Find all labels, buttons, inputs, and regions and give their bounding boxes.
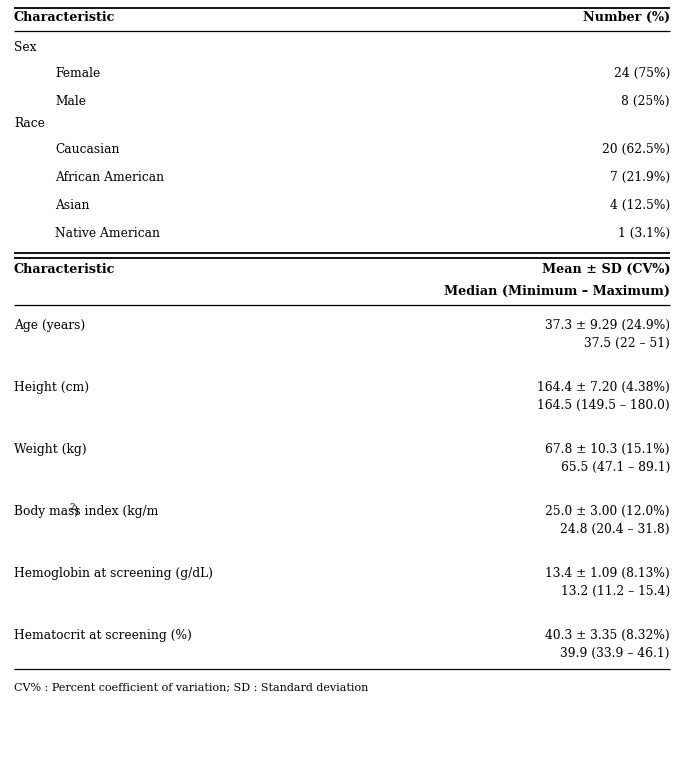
- Text: 37.5 (22 – 51): 37.5 (22 – 51): [584, 337, 670, 350]
- Text: 1 (3.1%): 1 (3.1%): [618, 227, 670, 240]
- Text: Body mass index (kg/m: Body mass index (kg/m: [14, 506, 159, 519]
- Text: Sex: Sex: [14, 41, 36, 54]
- Text: 8 (25%): 8 (25%): [621, 95, 670, 108]
- Text: 20 (62.5%): 20 (62.5%): [602, 143, 670, 156]
- Text: African American: African American: [55, 171, 164, 184]
- Text: 164.5 (149.5 – 180.0): 164.5 (149.5 – 180.0): [537, 399, 670, 412]
- Text: Height (cm): Height (cm): [14, 381, 89, 394]
- Text: 39.9 (33.9 – 46.1): 39.9 (33.9 – 46.1): [560, 647, 670, 660]
- Text: 65.5 (47.1 – 89.1): 65.5 (47.1 – 89.1): [561, 461, 670, 474]
- Text: Male: Male: [55, 95, 86, 108]
- Text: 7 (21.9%): 7 (21.9%): [609, 171, 670, 184]
- Text: 67.8 ± 10.3 (15.1%): 67.8 ± 10.3 (15.1%): [545, 443, 670, 456]
- Text: Mean ± SD (CV%): Mean ± SD (CV%): [542, 263, 670, 276]
- Text: Hemoglobin at screening (g/dL): Hemoglobin at screening (g/dL): [14, 567, 213, 581]
- Text: 24.8 (20.4 – 31.8): 24.8 (20.4 – 31.8): [560, 523, 670, 536]
- Text: 4 (12.5%): 4 (12.5%): [609, 199, 670, 212]
- Text: Characteristic: Characteristic: [14, 263, 116, 276]
- Text: Female: Female: [55, 67, 101, 80]
- Text: 2: 2: [70, 503, 75, 512]
- Text: Asian: Asian: [55, 199, 90, 212]
- Text: ): ): [73, 506, 78, 519]
- Text: Characteristic: Characteristic: [14, 11, 116, 24]
- Text: Native American: Native American: [55, 227, 160, 240]
- Text: Hematocrit at screening (%): Hematocrit at screening (%): [14, 629, 192, 642]
- Text: Age (years): Age (years): [14, 320, 86, 333]
- Text: CV% : Percent coefficient of variation; SD : Standard deviation: CV% : Percent coefficient of variation; …: [14, 683, 369, 693]
- Text: 13.4 ± 1.09 (8.13%): 13.4 ± 1.09 (8.13%): [545, 567, 670, 580]
- Text: 164.4 ± 7.20 (4.38%): 164.4 ± 7.20 (4.38%): [537, 381, 670, 394]
- Text: 40.3 ± 3.35 (8.32%): 40.3 ± 3.35 (8.32%): [545, 629, 670, 642]
- Text: 13.2 (11.2 – 15.4): 13.2 (11.2 – 15.4): [561, 585, 670, 598]
- Text: Median (Minimum – Maximum): Median (Minimum – Maximum): [444, 285, 670, 298]
- Text: Weight (kg): Weight (kg): [14, 443, 87, 456]
- Text: 37.3 ± 9.29 (24.9%): 37.3 ± 9.29 (24.9%): [545, 319, 670, 332]
- Text: 25.0 ± 3.00 (12.0%): 25.0 ± 3.00 (12.0%): [545, 505, 670, 518]
- Text: Number (%): Number (%): [583, 11, 670, 24]
- Text: Caucasian: Caucasian: [55, 143, 120, 156]
- Text: 24 (75%): 24 (75%): [614, 67, 670, 80]
- Text: Race: Race: [14, 117, 45, 130]
